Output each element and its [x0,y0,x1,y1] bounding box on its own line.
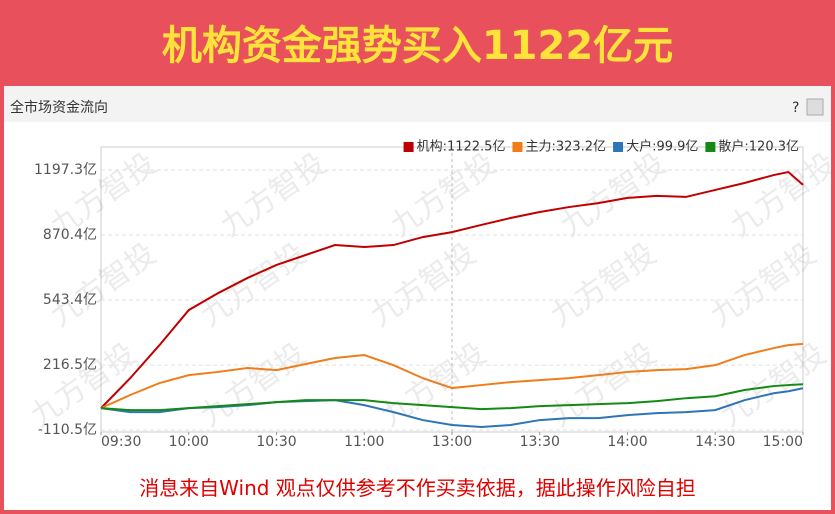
legend-swatch [613,142,624,152]
x-tick-label: 13:30 [520,434,560,450]
series-line [100,342,804,410]
banner-title: 机构资金强势买入1122亿元 [161,23,674,69]
watermark: 九方智投 [544,236,662,333]
watermark: 九方智投 [194,236,312,333]
y-tick-label: 216.5亿 [43,357,97,373]
series-line [100,170,804,409]
legend-label: 机构:1122.5亿 [417,140,506,155]
legend-label: 主力:323.2亿 [525,140,606,155]
watermark: 九方智投 [214,146,332,243]
panel-header [4,86,831,122]
watermark: 九方智投 [384,146,502,243]
y-tick-label: 1197.3亿 [34,162,97,178]
help-icon[interactable]: ? [792,100,799,116]
wp-icon[interactable] [806,98,824,116]
x-tick-label: 11:00 [344,434,384,450]
series-line [100,383,804,412]
watermark: 九方智投 [194,336,312,433]
legend-label: 散户:120.3亿 [718,139,799,155]
x-tick-label: 10:30 [256,434,296,450]
legend-swatch [512,142,523,152]
watermark: 九方智投 [724,146,831,243]
legend-swatch [403,142,414,152]
legend: 散户:120.3亿 大户:99.9亿 主力:323.2亿 机构:1122.5亿 [403,139,799,155]
watermark: 九方智投 [24,336,142,433]
watermark: 九方智投 [704,236,822,333]
y-tick-label: 543.4亿 [43,292,97,308]
x-tick-label: 09:30 [101,434,141,450]
watermark: 九方智投 [714,336,831,433]
panel-title: 全市场资金流向 [10,99,108,116]
y-tick-label: 870.4亿 [43,227,97,243]
footer-note: 消息来自Wind 观点仅供参考不作买卖依据，据此操作风险自担 [139,476,696,500]
watermark: 九方智投 [44,236,162,333]
x-tick-label: 15:00 [763,434,803,450]
x-tick-label: 13:00 [432,434,472,450]
x-tick-label: 14:30 [695,434,735,450]
watermark: 九方智投 [364,236,482,333]
legend-swatch [705,142,716,152]
legend-label: 大户:99.9亿 [626,139,698,155]
x-tick-label: 14:00 [607,434,647,450]
x-tick-label: 10:00 [169,434,209,450]
y-tick-label: -110.5亿 [38,422,97,438]
main-panel: 全市场资金流向 ? 九方智投 九方智投 九方智投 九方智投 九方智投 九方智投 九方智投 九方… [4,86,835,510]
